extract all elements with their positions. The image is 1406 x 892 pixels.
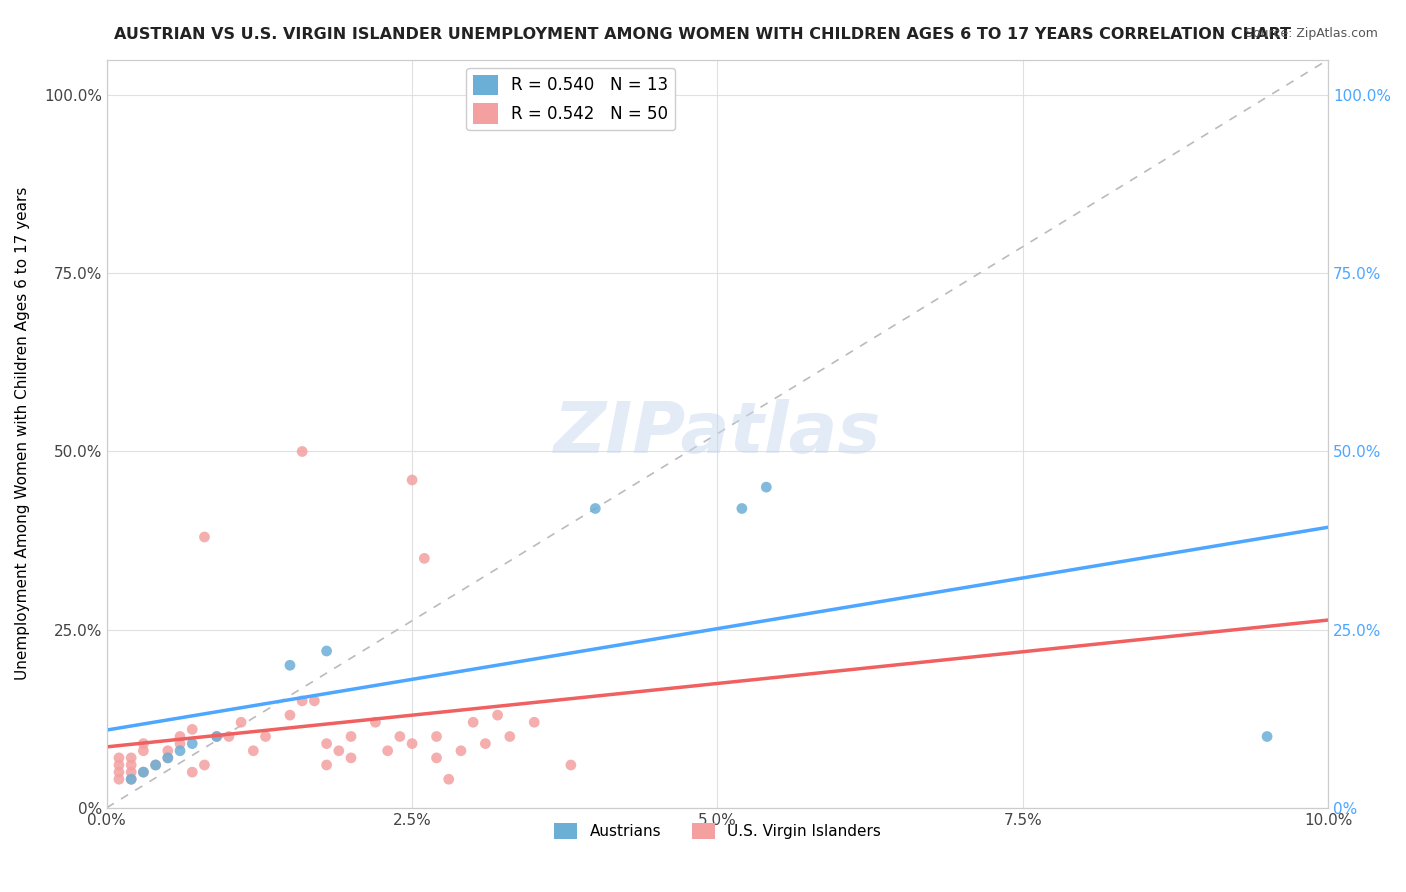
Point — [120, 772, 142, 787]
Point — [108, 772, 131, 787]
Point — [181, 723, 204, 737]
Y-axis label: Unemployment Among Women with Children Ages 6 to 17 years: Unemployment Among Women with Children A… — [15, 187, 30, 681]
Point — [340, 751, 363, 765]
Point — [181, 765, 204, 780]
Point — [315, 737, 337, 751]
Point — [1256, 730, 1278, 744]
Point — [291, 694, 314, 708]
Point — [377, 744, 399, 758]
Legend: Austrians, U.S. Virgin Islanders: Austrians, U.S. Virgin Islanders — [548, 817, 887, 845]
Point — [278, 658, 301, 673]
Point — [108, 765, 131, 780]
Point — [156, 744, 179, 758]
Point — [328, 744, 350, 758]
Point — [108, 751, 131, 765]
Point — [755, 480, 778, 494]
Point — [205, 730, 228, 744]
Point — [156, 751, 179, 765]
Point — [108, 758, 131, 772]
Point — [132, 737, 155, 751]
Point — [731, 501, 754, 516]
Point — [120, 758, 142, 772]
Point — [181, 737, 204, 751]
Point — [169, 730, 191, 744]
Text: AUSTRIAN VS U.S. VIRGIN ISLANDER UNEMPLOYMENT AMONG WOMEN WITH CHILDREN AGES 6 T: AUSTRIAN VS U.S. VIRGIN ISLANDER UNEMPLO… — [114, 27, 1292, 42]
Point — [254, 730, 277, 744]
Point — [291, 444, 314, 458]
Point — [169, 737, 191, 751]
Text: Source: ZipAtlas.com: Source: ZipAtlas.com — [1244, 27, 1378, 40]
Point — [145, 758, 167, 772]
Point — [193, 758, 215, 772]
Point — [120, 772, 142, 787]
Point — [315, 758, 337, 772]
Point — [193, 530, 215, 544]
Point — [401, 473, 423, 487]
Point — [450, 744, 472, 758]
Point — [120, 751, 142, 765]
Point — [523, 715, 546, 730]
Point — [278, 708, 301, 723]
Point — [156, 751, 179, 765]
Point — [425, 730, 447, 744]
Point — [425, 751, 447, 765]
Point — [132, 744, 155, 758]
Point — [132, 765, 155, 780]
Point — [169, 744, 191, 758]
Point — [304, 694, 326, 708]
Point — [560, 758, 582, 772]
Point — [229, 715, 252, 730]
Point — [340, 730, 363, 744]
Point — [486, 708, 509, 723]
Text: ZIPatlas: ZIPatlas — [554, 400, 882, 468]
Point — [401, 737, 423, 751]
Point — [413, 551, 436, 566]
Point — [242, 744, 264, 758]
Point — [583, 501, 606, 516]
Point — [437, 772, 460, 787]
Point — [474, 737, 496, 751]
Point — [315, 644, 337, 658]
Point — [145, 758, 167, 772]
Point — [499, 730, 522, 744]
Point — [388, 730, 411, 744]
Point — [205, 730, 228, 744]
Point — [120, 765, 142, 780]
Point — [364, 715, 387, 730]
Point — [218, 730, 240, 744]
Point — [132, 765, 155, 780]
Point — [463, 715, 485, 730]
